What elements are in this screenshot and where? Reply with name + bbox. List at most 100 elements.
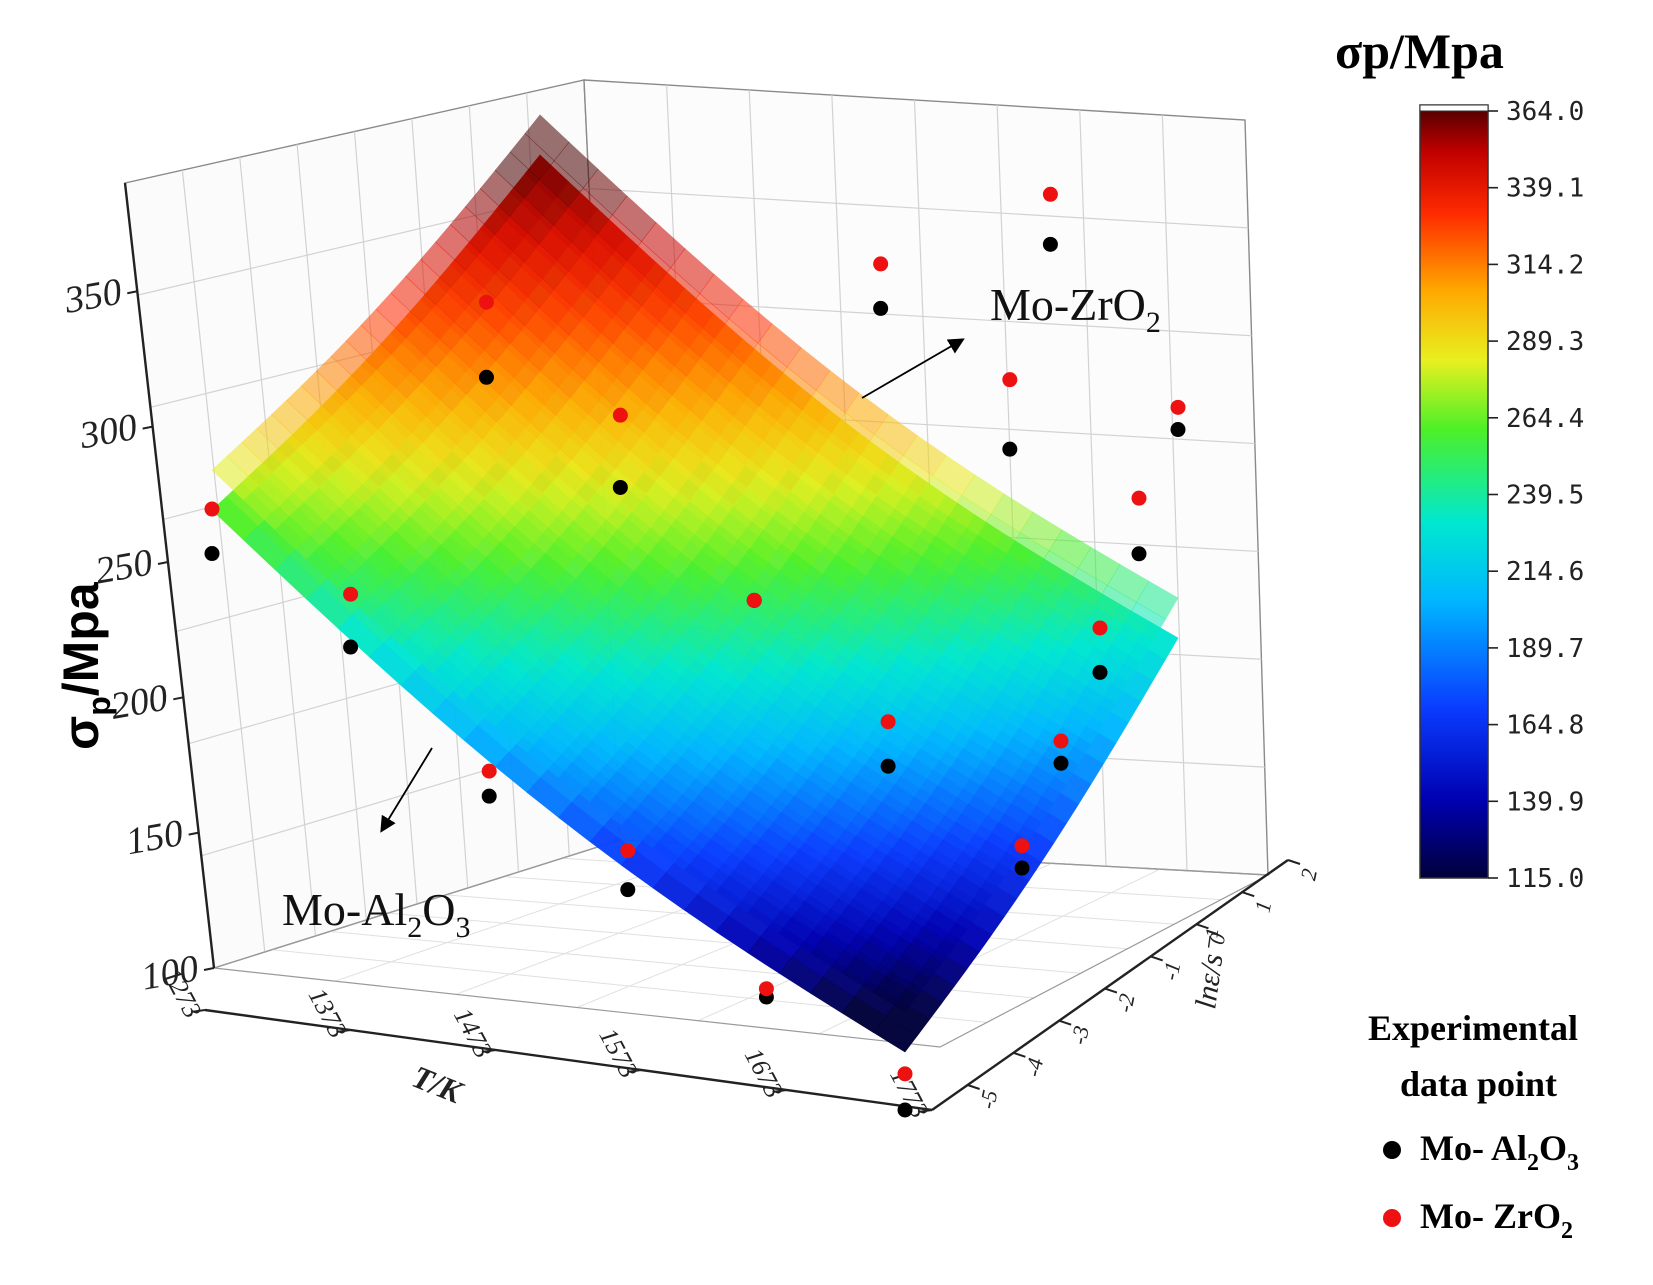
y-tick-mark bbox=[1058, 1019, 1072, 1026]
legend-title-line2: data point bbox=[1400, 1064, 1557, 1104]
point-mo-al2o3 bbox=[1170, 422, 1186, 438]
point-mo-zro2 bbox=[481, 763, 497, 779]
colorbar-tick-label: 214.6 bbox=[1506, 557, 1584, 587]
colorbar-tick-label: 264.4 bbox=[1506, 404, 1584, 434]
y-tick-mark bbox=[1150, 955, 1164, 962]
legend: Experimental data point Mo- Al2O3 Mo- ZrO… bbox=[1368, 1008, 1579, 1244]
x-tick-mark bbox=[772, 1089, 787, 1093]
floor bbox=[123, 182, 1289, 1112]
annotation-zro2: Mo-ZrO2 bbox=[861, 279, 1161, 399]
colorbar-tick-label: 289.3 bbox=[1506, 327, 1584, 357]
annotation-al2o3-label: Mo-Al2O3 bbox=[282, 884, 470, 944]
surface-patch bbox=[1136, 580, 1179, 620]
point-mo-zro2 bbox=[880, 714, 896, 730]
colorbar: σp/Mpa 364.0 339.1 314.2 289.3 264.4 239.5 214… bbox=[1335, 23, 1584, 894]
x-tick-mark bbox=[481, 1049, 496, 1053]
y-tick-mark bbox=[1287, 859, 1301, 865]
point-mo-al2o3 bbox=[1092, 664, 1108, 680]
colorbar-tick-label: 139.9 bbox=[1506, 787, 1584, 817]
y-tick-mark bbox=[1013, 1051, 1026, 1058]
point-mo-zro2 bbox=[1002, 372, 1018, 388]
point-mo-al2o3 bbox=[897, 1102, 913, 1118]
colorbar-tick-label: 189.7 bbox=[1506, 634, 1584, 664]
colorbar-tick-label: 239.5 bbox=[1506, 481, 1584, 511]
x-tick-label: 1473 bbox=[448, 1003, 498, 1063]
point-mo-zro2 bbox=[758, 981, 774, 997]
point-mo-zro2 bbox=[746, 592, 762, 608]
y-tick-mark bbox=[1241, 891, 1255, 898]
point-mo-al2o3 bbox=[481, 788, 497, 804]
point-mo-al2o3 bbox=[478, 369, 494, 385]
point-mo-zro2 bbox=[343, 586, 359, 602]
point-mo-al2o3 bbox=[1131, 546, 1147, 562]
colorbar-ticks: 364.0 339.1 314.2 289.3 264.4 239.5 214.6 189.7… bbox=[1488, 97, 1584, 894]
legend-label: Mo- ZrO2 bbox=[1420, 1196, 1573, 1244]
point-mo-zro2 bbox=[1131, 490, 1147, 506]
point-mo-al2o3 bbox=[1002, 441, 1018, 457]
z-tick-mark bbox=[173, 696, 184, 701]
x-tick-label: 1673 bbox=[739, 1043, 789, 1103]
z-tick-mark bbox=[188, 831, 199, 836]
x-axis-line bbox=[204, 1008, 933, 1112]
point-mo-zro2 bbox=[612, 407, 628, 423]
x-tick-label: 1373 bbox=[303, 983, 353, 1043]
y-tick-label: -2 bbox=[1111, 991, 1139, 1014]
colorbar-tick-label: 164.8 bbox=[1506, 711, 1584, 741]
z-tick-label: 350 bbox=[61, 271, 125, 322]
point-mo-al2o3 bbox=[343, 639, 359, 655]
point-mo-zro2 bbox=[1092, 620, 1108, 636]
legend-title-line1: Experimental bbox=[1368, 1008, 1578, 1048]
y-tick-label: -4 bbox=[1020, 1056, 1048, 1079]
y-tick-mark bbox=[1104, 987, 1118, 994]
z-tick-mark bbox=[142, 425, 153, 430]
point-mo-zro2 bbox=[897, 1066, 913, 1082]
z-axis-line bbox=[123, 182, 216, 969]
point-mo-al2o3 bbox=[1053, 755, 1069, 771]
y-tick-label: -1 bbox=[1157, 959, 1185, 982]
z-tick-label: 100 bbox=[138, 947, 201, 998]
x-tick-mark bbox=[190, 1009, 206, 1013]
y-tick-mark bbox=[967, 1084, 980, 1090]
point-mo-al2o3 bbox=[873, 300, 889, 316]
annotation-zro2-label: Mo-ZrO2 bbox=[990, 279, 1161, 339]
y-tick-label: 2 bbox=[1295, 866, 1322, 882]
x-tick-mark bbox=[336, 1029, 351, 1033]
point-mo-zro2 bbox=[873, 256, 889, 272]
x-tick-mark bbox=[917, 1109, 933, 1113]
z-axis-ticks: 100 150 200 250 300 350 bbox=[61, 271, 215, 999]
z-tick-label: 200 bbox=[108, 677, 171, 728]
colorbar-gradient bbox=[1419, 104, 1489, 879]
y-tick-label: 0 bbox=[1204, 931, 1231, 947]
colorbar-tick-label: 339.1 bbox=[1506, 174, 1584, 204]
z-axis-title: σp/Mpa bbox=[53, 581, 117, 750]
colorbar-tick-label: 115.0 bbox=[1506, 864, 1584, 894]
y-tick-label: -3 bbox=[1066, 1024, 1094, 1047]
z-tick-label: 300 bbox=[76, 406, 140, 457]
point-mo-zro2 bbox=[1170, 399, 1186, 415]
legend-marker bbox=[1383, 1141, 1401, 1159]
y-tick-label: 1 bbox=[1250, 899, 1277, 915]
colorbar-tick-label: 314.2 bbox=[1506, 250, 1584, 280]
point-mo-zro2 bbox=[1014, 838, 1030, 854]
y-axis-ticks: -5 -4 -3 -2 -1 0 1 2 bbox=[967, 859, 1322, 1111]
annotation-al2o3: Mo-Al2O3 bbox=[282, 747, 470, 944]
colorbar-tick-label: 364.0 bbox=[1506, 97, 1584, 127]
z-tick-label: 150 bbox=[123, 812, 186, 863]
point-mo-al2o3 bbox=[620, 882, 636, 898]
surfaces bbox=[211, 114, 1179, 1053]
y-tick-label: -5 bbox=[974, 1088, 1002, 1111]
y-axis-title: lnε/s⁻¹ bbox=[1189, 927, 1233, 1011]
point-mo-zro2 bbox=[478, 294, 494, 310]
point-mo-zro2 bbox=[620, 843, 636, 859]
z-axis-title-text: σp/Mpa bbox=[53, 581, 117, 750]
point-mo-zro2 bbox=[204, 501, 220, 517]
point-mo-al2o3 bbox=[612, 479, 628, 495]
point-mo-al2o3 bbox=[204, 546, 220, 562]
x-axis-title: T/K bbox=[407, 1058, 469, 1111]
x-tick-mark bbox=[627, 1069, 642, 1073]
y-tick-mark bbox=[1196, 923, 1209, 930]
z-tick-mark bbox=[157, 560, 169, 565]
point-mo-al2o3 bbox=[1014, 860, 1030, 876]
data-points bbox=[204, 186, 1186, 1118]
point-mo-al2o3 bbox=[1042, 236, 1058, 252]
